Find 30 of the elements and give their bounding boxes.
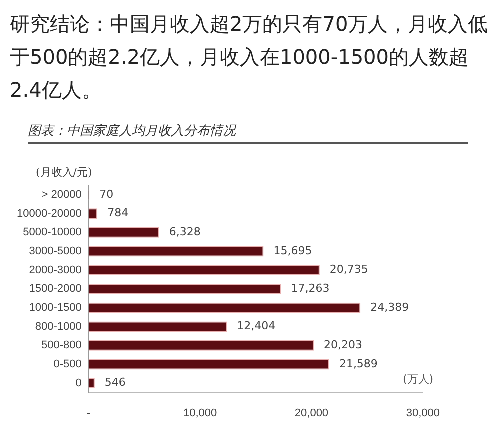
x-tick-label: 30,000	[406, 407, 440, 420]
y-tick-label: 3000-5000	[29, 246, 82, 258]
y-tick-label: 10000-20000	[16, 208, 82, 220]
y-tick-label: 0	[76, 377, 82, 390]
data-label: 24,389	[370, 300, 410, 314]
x-tick-label: -	[87, 407, 92, 420]
data-label: 6,328	[169, 226, 201, 239]
y-tick-label: 500-800	[41, 340, 82, 352]
data-label: 20,203	[324, 338, 362, 352]
y-tick-label: 0-500	[54, 358, 82, 371]
y-axis-title: (月收入/元)	[36, 165, 92, 180]
data-label: 17,263	[291, 282, 330, 296]
data-label: 784	[108, 206, 129, 220]
y-tick-label: 5000-10000	[23, 226, 82, 239]
y-tick-label: 1000-1500	[29, 302, 82, 314]
data-label: 15,695	[274, 244, 312, 258]
data-label: 546	[104, 376, 126, 390]
x-tick-label: 10,000	[183, 407, 218, 420]
y-tick-label: 1500-2000	[29, 283, 82, 296]
y-tick-label: 2000-3000	[29, 264, 82, 276]
x-tick-label: 20,000	[294, 407, 329, 420]
y-tick-label: 800-1000	[35, 320, 82, 333]
data-label: 21,589	[339, 357, 378, 370]
x-axis-title: (万人)	[403, 372, 434, 387]
y-tick-label: > 20000	[42, 189, 82, 202]
data-label: 20,735	[330, 263, 368, 276]
chart-subtitle: 图表：中国家庭人均月收入分布情况	[28, 122, 468, 144]
chart-title: 研究结论：中国月收入超2万的只有70万人，月收入低于500的超2.2亿人，月收入在1000-1500的人数超2.4亿人。	[10, 11, 490, 104]
data-label: 12,404	[237, 320, 276, 333]
data-label: 70	[100, 188, 114, 201]
